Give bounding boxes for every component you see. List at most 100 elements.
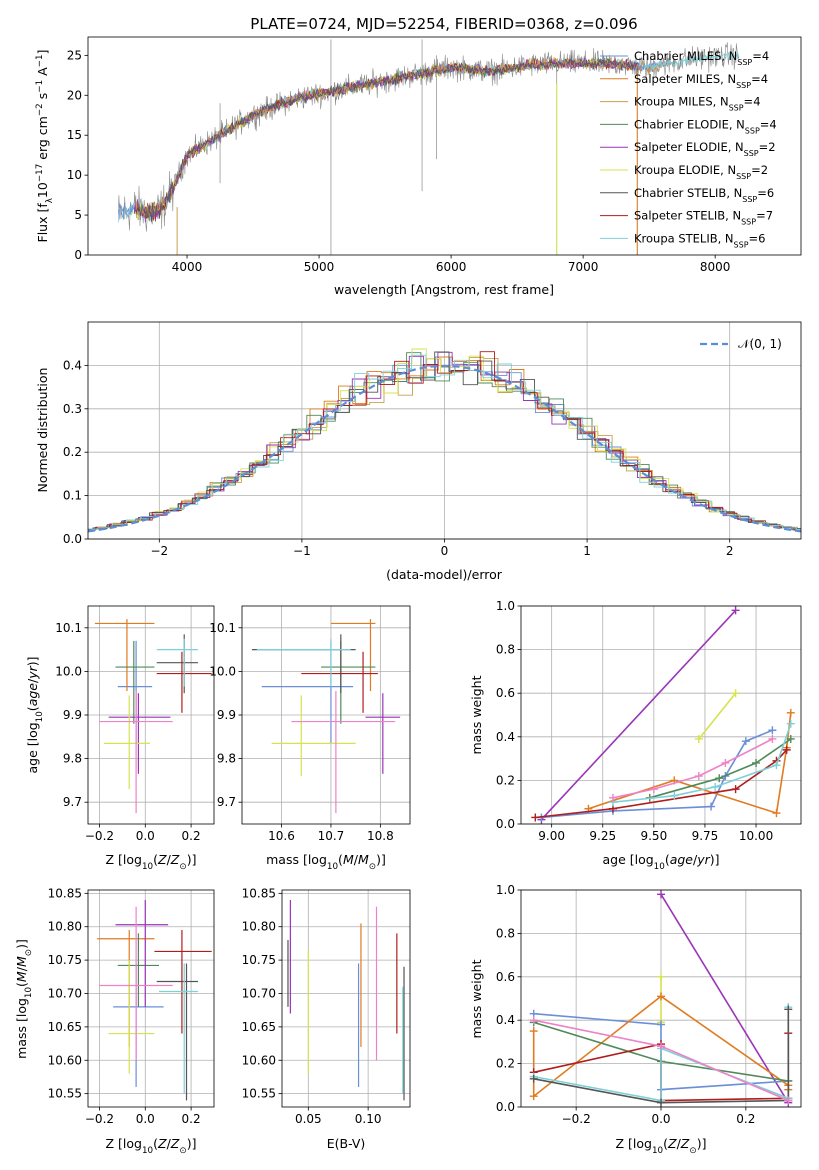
axes-frame [87,36,802,256]
label-part: Flux [f [35,203,50,243]
label-part: −1 [35,80,45,93]
label-part: Z [680,1136,690,1151]
weight-marker [529,1074,538,1083]
legend-label: Kroupa MILES, NSSP=4 [634,95,761,113]
model-spectrum [133,57,639,222]
weight-marker [657,972,665,981]
weight-marker [784,1005,793,1014]
model-spectrum [133,57,639,221]
label-part: / [25,678,40,683]
weight-line [698,692,737,740]
y-tick-label: 0.3 [63,402,82,416]
legend-label: Kroupa ELODIE, NSSP=2 [634,163,768,181]
weight-marker [657,992,665,1001]
chart-title: PLATE=0724, MJD=52254, FIBERID=0368, z=0… [250,15,637,33]
x-axis-label: Z [log10(Z/Z⊙)] [616,1136,707,1156]
weight-line [649,738,792,799]
weight-marker [731,606,740,615]
legend-label: Chabrier MILES, NSSP=4 [634,49,769,67]
x-tick-label: 0.2 [182,829,201,843]
legend-eq: = [749,231,759,245]
x-tick-label: −2 [150,544,168,558]
y-axis-label: age [log10(age/yr)] [25,656,45,773]
y-tick-label: 0.4 [496,730,515,744]
label-part: )] [25,656,40,666]
label-part: −17 [35,164,45,182]
y-tick-label: 0.2 [496,773,515,787]
weight-line [612,738,773,799]
label-part: 10 [35,182,50,198]
legend-name: Chabrier STELIB [634,186,726,200]
y-tick-label: 0.6 [496,686,515,700]
legend-sub: SSP [741,217,756,226]
x-tick-label: 10.6 [268,829,295,843]
y-tick-label: 0.2 [63,445,82,459]
legend-name: Salpeter STELIB [634,209,725,223]
label-part: A [35,67,50,80]
weight-age-panel: 9.00 9.25 9.50 9.75 10.00 0.0 0.2 0.4 0.6 0.8 1.0 [496,599,802,843]
ticks: 4000 5000 6000 7000 8000 0 5 10 15 20 25 [67,48,731,274]
age-mass-panel: 10.6 10.7 10.8 9.7 9.8 9.9 10.0 10.1 [209,605,411,843]
plot-area [529,890,793,1107]
legend-value: 4 [762,49,769,63]
x-tick-label: −0.2 [85,1112,114,1126]
y-tick-label: 10.85 [242,886,276,900]
plot-area [531,606,795,824]
y-tick-label: 10.0 [209,664,236,678]
legend-sub: SSP [736,172,751,181]
label-part: ⊙ [369,862,376,872]
label-part: λ [45,198,55,203]
y-tick-label: 10.65 [242,1020,276,1034]
y-tick-label: 0.0 [63,532,82,546]
legend-sub: SSP [729,103,744,112]
normal-legend-label: 𝒩(0, 1) [738,337,782,351]
label-part: age [670,852,694,867]
legend-name: Kroupa STELIB [634,231,718,245]
y-tick-label: 0 [74,248,82,262]
x-tick-label: −0.2 [562,1112,591,1126]
y-tick-label: 10.55 [48,1087,82,1101]
axes-frame [520,605,802,825]
label-part: Z [log [106,1136,142,1151]
y-tick-label: 0.4 [63,358,82,372]
x-axis-label: mass [log10(M/M⊙)] [266,852,386,872]
axes-frame [87,889,215,1108]
legend-eq: = [744,95,754,109]
grid [88,890,214,1107]
mass-extinction-panel: 0.05 0.10 10.55 10.60 10.65 10.70 10.75 10.80 10… [242,886,411,1126]
legend-label: Chabrier ELODIE, NSSP=4 [634,117,777,135]
mass-metallicity-panel: −0.2 0.0 0.2 10.55 10.60 10.65 10.70 10.75 10.80… [48,886,215,1126]
weight-marker [768,734,777,743]
weight-line [535,749,788,819]
weight-marker [731,785,740,794]
grid [521,605,801,825]
legend-eq: = [757,186,767,200]
x-tick-label: 1 [583,544,591,558]
weight-marker [694,772,703,781]
label-part: 10 [24,987,34,998]
weight-marker [786,708,795,717]
label-part: Z [log [616,1136,652,1151]
y-axis-label: Flux [fλ10−17 erg cm−2 s−1 A−1] [35,50,55,243]
weight-marker [529,1016,538,1025]
label-part: M [343,852,354,867]
residual-panel: −2 −1 0 1 2 0.0 0.1 0.2 0.3 0.4 [63,321,802,558]
label-part: ⊙ [689,1146,696,1156]
x-tick-label: 9.75 [692,829,719,843]
label-part: / [693,852,698,867]
legend-eq: = [752,49,762,63]
label-part: ( [14,982,29,987]
label-part: M [14,956,29,967]
weight-marker [529,1092,538,1101]
weight-marker [657,1020,665,1029]
legend-sep: , N [726,186,742,200]
y-tick-label: 20 [67,88,82,102]
legend-sep: , N [720,163,736,177]
y-tick-label: 9.9 [217,708,236,722]
label-part: ( [25,706,40,711]
y-tick-label: 10.70 [242,986,276,1000]
label-part: Z [log [106,852,142,867]
weight-line [588,712,792,815]
legend-eq: = [760,117,770,131]
